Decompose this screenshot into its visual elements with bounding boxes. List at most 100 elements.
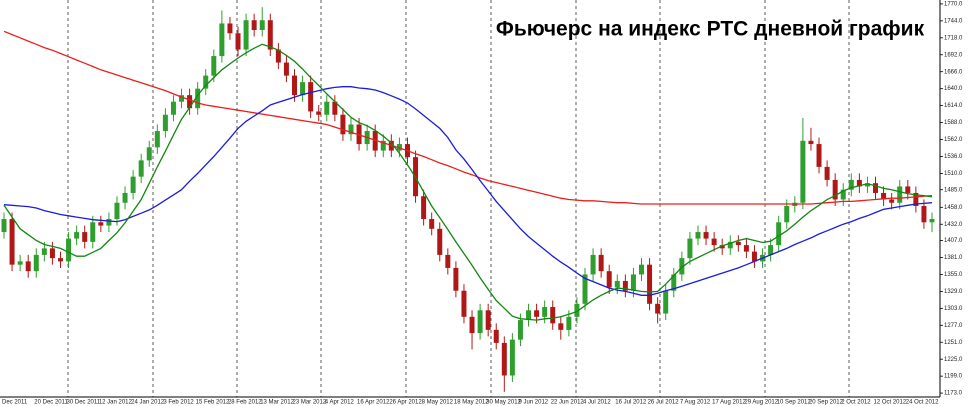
candle-body bbox=[784, 205, 790, 223]
x-tick-label: 30 May 2012 bbox=[486, 400, 521, 406]
y-tick-label: 1744.0 bbox=[944, 18, 963, 24]
y-tick-label: 1277.0 bbox=[944, 323, 963, 329]
candle-body bbox=[614, 280, 620, 288]
candle-body bbox=[574, 303, 580, 317]
x-tick-label: 24 Jan 2012 bbox=[131, 400, 165, 406]
y-tick-label: 1485.0 bbox=[944, 187, 963, 193]
candle-body bbox=[380, 140, 386, 151]
candle-body bbox=[824, 166, 830, 180]
candle-body bbox=[429, 219, 435, 229]
x-tick-label: 7 Aug 2012 bbox=[680, 400, 711, 406]
x-tick-label: 17 Aug 2012 bbox=[712, 400, 746, 406]
candle-body bbox=[187, 95, 193, 109]
x-tick-label: 4 Apr 2012 bbox=[325, 400, 355, 406]
x-tick-label: 16 Jul 2012 bbox=[615, 400, 647, 406]
candle-body bbox=[485, 310, 491, 330]
x-tick-label: 12 Oct 2012 bbox=[874, 400, 907, 406]
candle-body bbox=[501, 342, 507, 376]
y-tick-label: 1407.0 bbox=[944, 238, 963, 244]
candle-body bbox=[130, 176, 136, 193]
y-tick-label: 1614.0 bbox=[944, 103, 963, 109]
candle-body bbox=[727, 241, 733, 249]
candle-body bbox=[808, 140, 814, 145]
y-tick-label: 1588.0 bbox=[944, 120, 963, 126]
candle-body bbox=[477, 310, 483, 334]
candle-body bbox=[655, 303, 661, 314]
candle-body bbox=[743, 245, 749, 252]
candle-body bbox=[493, 329, 499, 343]
candle-body bbox=[647, 264, 653, 304]
candle-body bbox=[170, 101, 176, 115]
y-tick-label: 1510.0 bbox=[944, 171, 963, 177]
y-tick-label: 1303.0 bbox=[944, 306, 963, 312]
candle-body bbox=[638, 264, 644, 275]
y-tick-label: 1536.0 bbox=[944, 154, 963, 160]
x-tick-label: 28 Feb 2012 bbox=[228, 400, 262, 406]
y-tick-label: 1458.0 bbox=[944, 205, 963, 211]
candle-body bbox=[469, 316, 475, 334]
candle-body bbox=[453, 267, 459, 291]
candle-body bbox=[582, 274, 588, 304]
candle-body bbox=[679, 258, 685, 275]
candle-body bbox=[663, 290, 669, 314]
candle-body bbox=[300, 82, 306, 96]
candle-body bbox=[566, 316, 572, 330]
candle-body bbox=[17, 261, 23, 265]
candle-body bbox=[711, 238, 717, 246]
candle-body bbox=[719, 245, 725, 249]
candle-body bbox=[913, 192, 919, 206]
candle-body bbox=[703, 232, 709, 239]
candle-body bbox=[751, 251, 757, 262]
x-tick-label: 23 Mar 2012 bbox=[293, 400, 327, 406]
candle-body bbox=[203, 75, 209, 89]
y-tick-label: 1562.0 bbox=[944, 137, 963, 143]
x-tick-label: 2 Oct 2012 bbox=[841, 400, 871, 406]
candle-body bbox=[526, 310, 532, 321]
candle-body bbox=[227, 23, 233, 34]
x-tick-label: 26 Jul 2012 bbox=[648, 400, 680, 406]
x-tick-label: 9 Jun 2012 bbox=[518, 400, 548, 406]
candle-body bbox=[162, 114, 168, 132]
x-tick-label: 20 Sep 2012 bbox=[809, 400, 844, 406]
candle-body bbox=[873, 183, 879, 193]
candle-body bbox=[49, 248, 55, 259]
x-tick-label: 15 Feb 2012 bbox=[196, 400, 230, 406]
candle-body bbox=[550, 307, 556, 324]
y-tick-label: 1381.0 bbox=[944, 255, 963, 261]
candle-body bbox=[259, 20, 265, 30]
candle-body bbox=[598, 254, 604, 272]
y-tick-label: 1692.0 bbox=[944, 52, 963, 58]
candle-body bbox=[622, 280, 628, 291]
candle-body bbox=[82, 232, 88, 242]
candle-body bbox=[98, 222, 104, 226]
candle-body bbox=[848, 179, 854, 190]
y-tick-label: 1770.0 bbox=[944, 1, 963, 7]
y-tick-label: 1173.0 bbox=[944, 391, 963, 397]
y-tick-label: 1225.0 bbox=[944, 357, 963, 363]
candle-body bbox=[606, 271, 612, 288]
candle-body bbox=[324, 101, 330, 115]
candle-body bbox=[864, 183, 870, 187]
candle-body bbox=[195, 88, 201, 109]
x-tick-label: 4 Jul 2012 bbox=[583, 400, 611, 406]
candle-body bbox=[905, 186, 911, 193]
candle-body bbox=[179, 95, 185, 102]
candle-body bbox=[235, 33, 241, 50]
x-tick-label: 8 May 2012 bbox=[422, 400, 454, 406]
x-tick-label: 22 Jun 2012 bbox=[551, 400, 585, 406]
y-tick-label: 1718.0 bbox=[944, 35, 963, 41]
y-tick-label: 1251.0 bbox=[944, 340, 963, 346]
candle-body bbox=[687, 238, 693, 259]
candle-body bbox=[695, 232, 701, 239]
candle-body bbox=[881, 192, 887, 200]
candle-body bbox=[1, 219, 7, 233]
candle-body bbox=[840, 189, 846, 200]
candle-body bbox=[542, 307, 548, 317]
candle-body bbox=[41, 248, 47, 255]
candle-body bbox=[630, 274, 636, 291]
separators bbox=[67, 0, 850, 397]
x-tick-label: 26 Apr 2012 bbox=[389, 400, 422, 406]
candle-body bbox=[590, 254, 596, 275]
